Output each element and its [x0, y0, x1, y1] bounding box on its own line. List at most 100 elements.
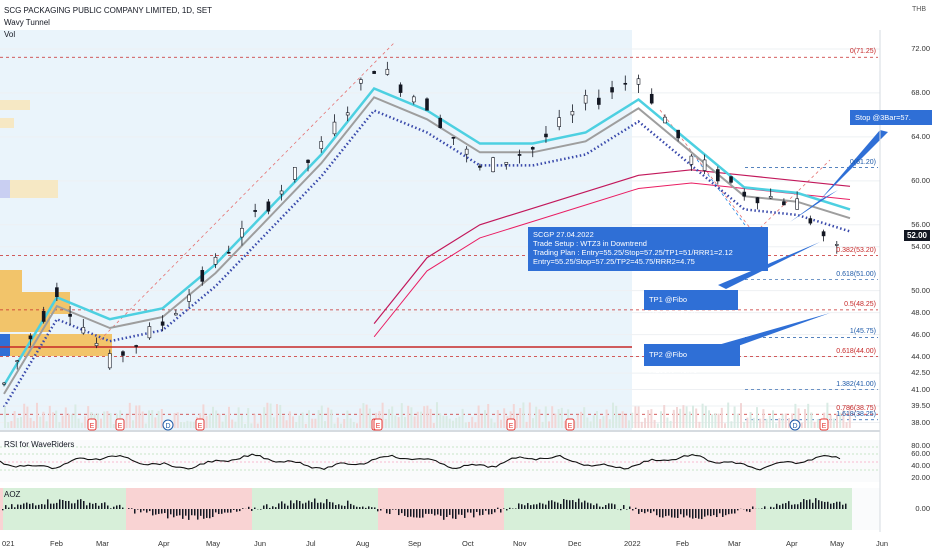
volume-bar [426, 405, 429, 428]
aoz-bg-cell [483, 488, 486, 530]
aoz-bg-cell [267, 488, 270, 530]
aoz-bar [557, 502, 559, 509]
aoz-bar [491, 509, 493, 515]
volume-bar [541, 421, 544, 428]
aoz-bar [104, 502, 106, 509]
aoz-bg-cell [777, 488, 780, 530]
aoz-bg-cell [465, 488, 468, 530]
price-tick: 38.00 [911, 417, 930, 427]
volume-bar [548, 421, 550, 428]
aoz-bg-cell [171, 488, 174, 530]
tp2-callout[interactable]: TP2 @Fibo P.100%=45.75 [644, 344, 740, 375]
aoz-bg-cell [675, 488, 678, 530]
aoz-bg-cell [456, 488, 459, 530]
aoz-bar [650, 509, 652, 514]
volume-bar [765, 418, 768, 428]
volume-bar [503, 408, 506, 428]
volume-bar [394, 415, 397, 428]
aoz-bg-cell [180, 488, 183, 530]
event-marker-letter: D [165, 423, 170, 430]
aoz-bar [446, 509, 448, 518]
candle-body [676, 129, 680, 139]
aoz-bg-cell [288, 488, 291, 530]
time-tick: Feb [50, 539, 63, 548]
indicator-wavy-tunnel[interactable]: Wavy Tunnel [4, 18, 50, 27]
aoz-bg-cell [324, 488, 327, 530]
aoz-bar [266, 504, 268, 509]
volume-bar [68, 414, 70, 428]
aoz-bg-cell [162, 488, 165, 530]
volume-bar [781, 414, 784, 428]
price-tick: 48.00 [911, 307, 930, 317]
aoz-bg-cell [549, 488, 552, 530]
volume-bar [320, 405, 323, 428]
volume-profile [0, 100, 112, 356]
indicator-vol[interactable]: Vol [4, 30, 16, 39]
aoz-bar [677, 509, 679, 518]
aoz-bar [224, 509, 226, 513]
volume-bar [340, 423, 342, 428]
volume-bar [752, 417, 755, 428]
aoz-bg-cell [432, 488, 435, 530]
candle-body [279, 190, 284, 195]
volume-bar [282, 415, 285, 428]
volume-bar [250, 423, 253, 428]
candle-body [557, 117, 561, 127]
candle-body [160, 321, 165, 326]
aoz-bg-cell [831, 488, 834, 530]
aoz-bg-cell [825, 488, 828, 530]
aoz-bg-cell [12, 488, 15, 530]
rsi-label[interactable]: RSI for WaveRiders [4, 440, 75, 449]
aoz-bg-cell [570, 488, 573, 530]
aoz-bar [575, 502, 577, 509]
volume-bar [416, 411, 419, 428]
aoz-bg-cell [114, 488, 117, 530]
volume-bar [301, 412, 304, 428]
aoz-bar [467, 509, 469, 513]
aoz-bg-cell [816, 488, 819, 530]
aoz-bg-cell [303, 488, 306, 530]
volume-bar [576, 414, 579, 428]
candle-body [200, 270, 205, 282]
aoz-bar [611, 503, 613, 509]
aoz-bg-cell [330, 488, 333, 530]
price-tick: 68.00 [911, 87, 930, 97]
aoz-bg-cell [210, 488, 213, 530]
aoz-bar [578, 498, 580, 509]
volume-bar [10, 421, 13, 428]
volume-bar [560, 407, 563, 428]
aoz-bg-cell [702, 488, 705, 530]
aoz-bg-cell [192, 488, 195, 530]
volume-bar [317, 410, 320, 428]
aoz-bar [623, 505, 625, 509]
aoz-bg-cell [840, 488, 843, 530]
aoz-bg-cell [369, 488, 372, 530]
tp1-callout[interactable]: TP1 @Fibo P.61.8%=51.0 [644, 290, 738, 318]
aoz-bg-cell [546, 488, 549, 530]
aoz-bar [521, 504, 523, 509]
aoz-bar [278, 503, 280, 509]
aoz-bg-cell [366, 488, 369, 530]
aoz-bg-cell [714, 488, 717, 530]
aoz-bg-cell [252, 488, 255, 530]
volume-bar [71, 414, 74, 428]
aoz-bar [281, 501, 283, 509]
aoz-bar [530, 505, 532, 509]
candle-body [359, 79, 363, 84]
trade-plan-callout[interactable]: SCGP 27.04.2022 Trade Setup : WTZ3 in Do… [528, 227, 768, 271]
aoz-bar [728, 509, 730, 515]
candle-body [41, 310, 46, 322]
aoz-bar [422, 509, 424, 518]
volume-bar [682, 405, 685, 428]
candle-body [742, 191, 747, 197]
aoz-bar [134, 509, 136, 514]
aoz-bg-cell [297, 488, 300, 530]
aoz-label[interactable]: AOZ [4, 490, 21, 499]
volume-bar [692, 405, 694, 428]
stop-callout[interactable]: Stop @3Bar=57. [850, 110, 932, 125]
aoz-bg-cell [651, 488, 654, 530]
volume-bar [272, 417, 275, 428]
volume-bar [61, 415, 64, 428]
volume-bar [704, 405, 707, 428]
aoz-bar [833, 502, 835, 509]
